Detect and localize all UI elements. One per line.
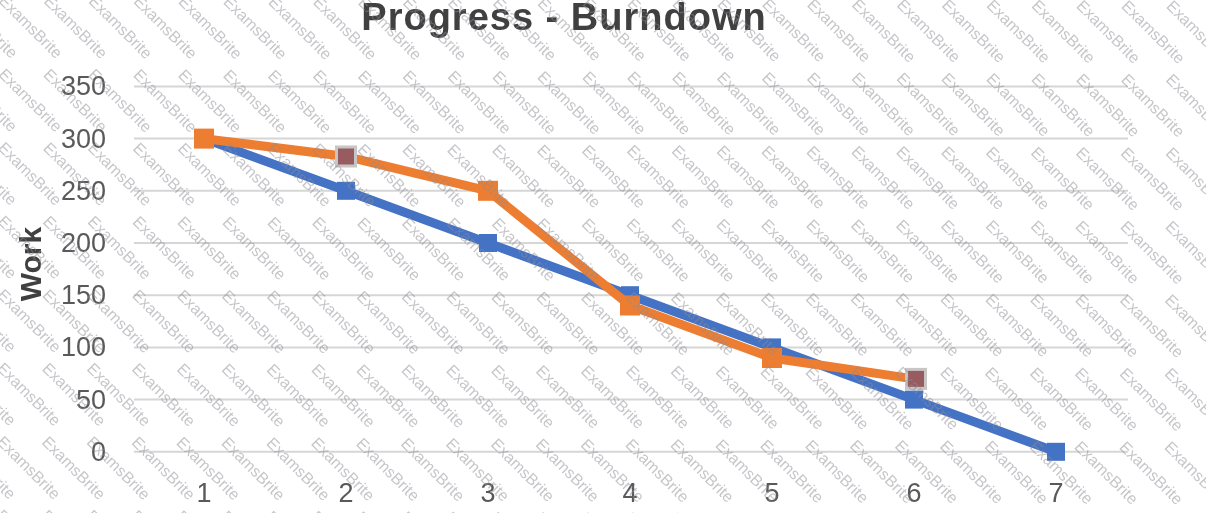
svg-text:1: 1 bbox=[196, 478, 211, 508]
